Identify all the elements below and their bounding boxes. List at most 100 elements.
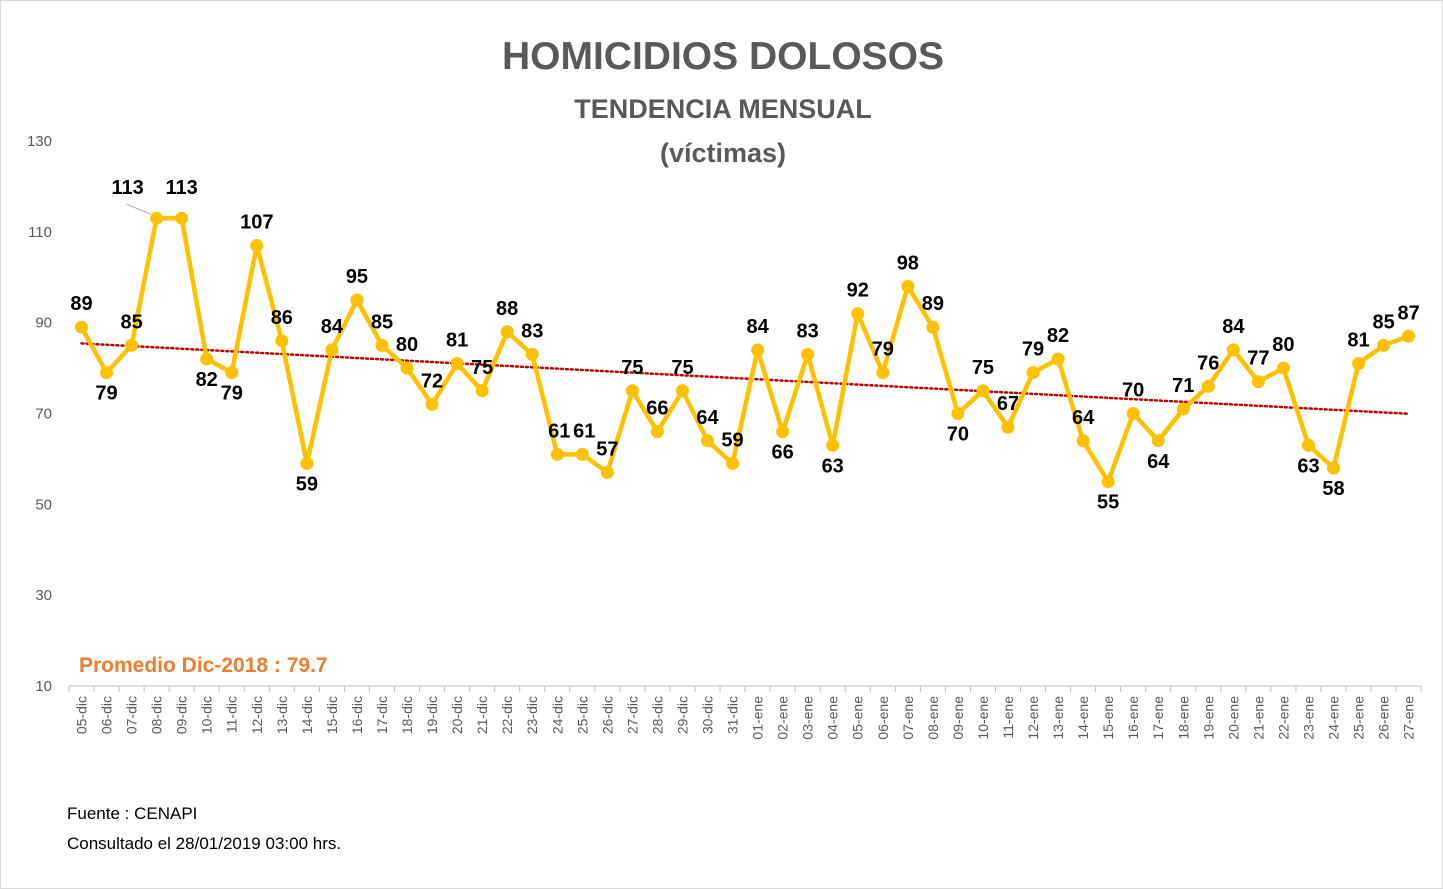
data-label: 81: [1347, 330, 1369, 352]
x-tick-label: 16-ene: [1125, 696, 1141, 740]
x-tick-label: 13-ene: [1050, 696, 1066, 740]
chart-subtitle-units: (víctimas): [660, 138, 786, 168]
data-label: 98: [897, 252, 919, 274]
x-tick-label: 09-ene: [950, 696, 966, 740]
data-point: [1126, 407, 1140, 420]
data-label: 64: [1072, 407, 1095, 429]
data-label: 75: [471, 357, 493, 379]
x-tick-label: 22-ene: [1275, 696, 1291, 740]
data-label: 86: [271, 307, 293, 329]
trendline-layer: [80, 342, 1410, 416]
data-label: 66: [771, 442, 793, 464]
x-tick-label: 29-dic: [674, 696, 690, 734]
data-label: 71: [1172, 375, 1194, 397]
data-label: 61: [573, 420, 595, 442]
x-tick-label: 15-dic: [324, 696, 340, 734]
x-tick-label: 07-dic: [124, 696, 140, 734]
data-label: 70: [1122, 380, 1144, 402]
data-label: 64: [696, 407, 719, 429]
data-point: [150, 211, 164, 225]
y-tick-label: 50: [35, 496, 52, 513]
data-point: [550, 447, 564, 461]
x-axis: 05-dic 06-dic 07-dic 08-dic 09-dic 10-dic 11-d…: [68, 685, 1422, 740]
data-label: 59: [296, 473, 318, 495]
data-label: 58: [1322, 478, 1344, 500]
data-label: 61: [548, 420, 570, 442]
data-point: [325, 343, 339, 357]
x-tick-label: 11-ene: [1000, 696, 1016, 739]
x-tick-label: 23-ene: [1300, 696, 1316, 740]
data-label: 84: [746, 316, 769, 338]
x-tick-label: 06-dic: [99, 696, 115, 734]
x-tick-label: 21-dic: [474, 696, 490, 734]
data-point: [951, 407, 965, 420]
x-tick-label: 01-ene: [750, 696, 766, 740]
x-tick-label: 23-dic: [524, 696, 540, 734]
x-tick-label: 20-ene: [1225, 696, 1241, 740]
data-point: [1026, 366, 1040, 380]
data-point: [1301, 438, 1315, 452]
y-tick-label: 90: [35, 315, 52, 332]
data-point: [475, 384, 489, 398]
data-point: [876, 366, 890, 380]
data-point: [450, 357, 464, 371]
data-label: 82: [196, 369, 218, 391]
x-tick-label: 24-dic: [549, 696, 565, 734]
data-point: [726, 456, 740, 470]
data-label: 84: [1222, 316, 1245, 338]
data-point: [600, 466, 614, 480]
x-tick-label: 10-dic: [199, 696, 215, 734]
x-tick-label: 19-ene: [1200, 696, 1216, 740]
x-tick-label: 14-dic: [299, 696, 315, 734]
y-tick-label: 30: [35, 587, 52, 604]
data-label: 66: [646, 398, 668, 420]
data-point: [400, 361, 414, 375]
data-label: 75: [671, 357, 693, 379]
data-point: [1201, 379, 1215, 393]
x-tick-label: 07-ene: [900, 696, 916, 740]
series-layer: [75, 211, 1416, 489]
data-label: 63: [822, 455, 844, 477]
data-label: 89: [70, 293, 92, 315]
x-tick-label: 28-dic: [649, 696, 665, 734]
series-line: [79, 215, 1410, 484]
x-tick-label: 08-dic: [149, 696, 165, 734]
data-label: 81: [446, 330, 468, 352]
data-point: [976, 384, 990, 398]
x-tick-label: 09-dic: [174, 696, 190, 734]
data-label: 83: [797, 320, 819, 342]
x-tick-label: 17-dic: [374, 696, 390, 734]
trendline: [80, 342, 1410, 416]
data-label: 107: [240, 211, 273, 233]
data-point: [675, 384, 689, 398]
data-label: 59: [721, 429, 743, 451]
data-label: 64: [1147, 451, 1170, 473]
data-point: [1176, 402, 1190, 416]
data-point: [250, 238, 264, 252]
data-label: 89: [922, 293, 944, 315]
data-label: 85: [120, 311, 142, 333]
data-point: [1402, 329, 1416, 343]
data-point: [525, 347, 539, 361]
data-point: [1377, 338, 1391, 352]
x-tick-label: 03-ene: [800, 696, 816, 740]
data-point: [751, 343, 765, 357]
data-point: [851, 307, 865, 321]
x-tick-label: 06-ene: [875, 696, 891, 740]
data-point: [1051, 352, 1065, 366]
data-label: 88: [496, 298, 518, 320]
data-point: [75, 320, 88, 334]
x-tick-label: 05-dic: [74, 696, 90, 734]
x-tick-label: 21-ene: [1250, 696, 1266, 740]
data-label: 79: [872, 339, 894, 361]
data-label: 113: [166, 177, 198, 199]
data-point: [826, 438, 840, 452]
x-tick-label: 26-ene: [1376, 696, 1392, 740]
data-point: [575, 447, 589, 461]
data-point: [625, 384, 639, 398]
data-label: 67: [997, 393, 1019, 415]
data-label: 95: [346, 266, 368, 288]
